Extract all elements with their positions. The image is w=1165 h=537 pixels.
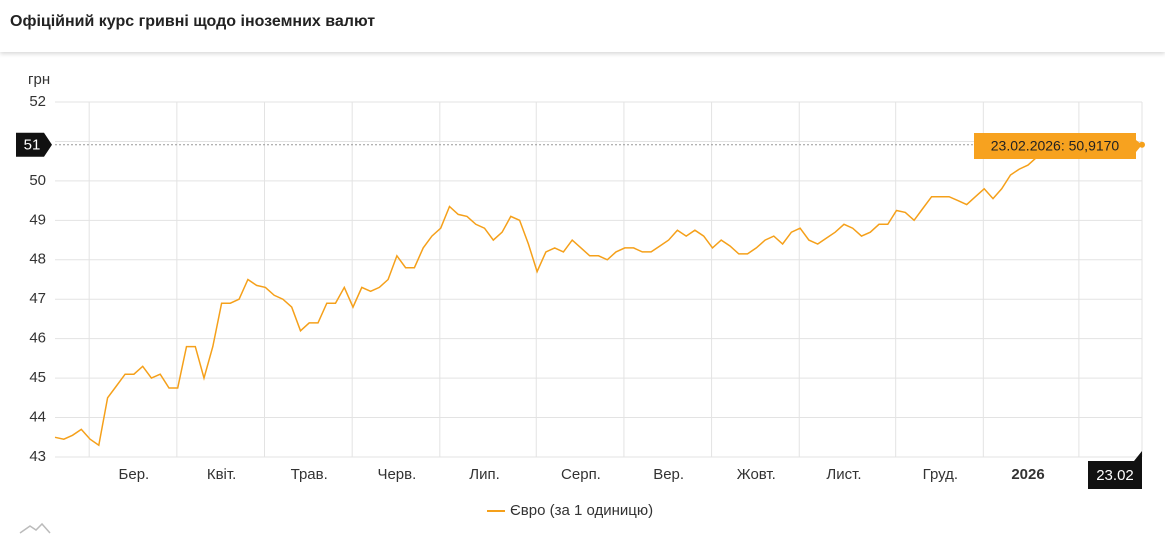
x-tick-label: Квіт. — [207, 466, 236, 483]
y-tick-label: 48 — [29, 251, 46, 268]
page-title: Офіційний курс гривні щодо іноземних вал… — [10, 13, 376, 30]
x-tick-label: Трав. — [291, 466, 328, 483]
y-unit: грн — [28, 71, 50, 88]
logo — [19, 522, 51, 534]
crosshair-x-label: 23.02 — [1096, 467, 1134, 484]
x-tick-label: Жовт. — [737, 466, 776, 483]
y-tick-label: 49 — [29, 211, 46, 228]
tooltip-box — [974, 133, 1136, 159]
y-tick-label: 44 — [29, 409, 46, 426]
y-tick-label: 43 — [29, 448, 46, 465]
crosshair-x-box — [1088, 451, 1142, 489]
x-tick-label: Бер. — [119, 466, 150, 483]
last-point — [1139, 141, 1145, 148]
x-tick-label: Груд. — [923, 466, 958, 483]
tooltip-text: 23.02.2026: 50,9170 — [991, 138, 1120, 154]
header: Офіційний курс гривні щодо іноземних вал… — [0, 0, 1165, 52]
line-series — [54, 140, 1143, 447]
x-tick-label: Серп. — [561, 466, 601, 483]
x-tick-label: Вер. — [653, 466, 684, 483]
x-tick-label: Лист. — [826, 466, 861, 483]
tooltip-arrow — [1136, 140, 1142, 152]
y-tick-label: 50 — [29, 172, 46, 189]
crosshair-y-box — [16, 132, 52, 157]
legend-label: Євро (за 1 одиницю) — [510, 502, 653, 519]
y-tick-label: 47 — [29, 290, 46, 307]
x-tick-label: 2026 — [1011, 466, 1044, 483]
y-tick-label: 52 — [29, 93, 46, 110]
x-tick-label: Лип. — [469, 466, 500, 483]
crosshair-y-label: 51 — [24, 137, 41, 154]
y-tick-label: 46 — [29, 330, 46, 347]
y-tick-label: 45 — [29, 369, 46, 386]
x-tick-label: Черв. — [377, 466, 416, 483]
